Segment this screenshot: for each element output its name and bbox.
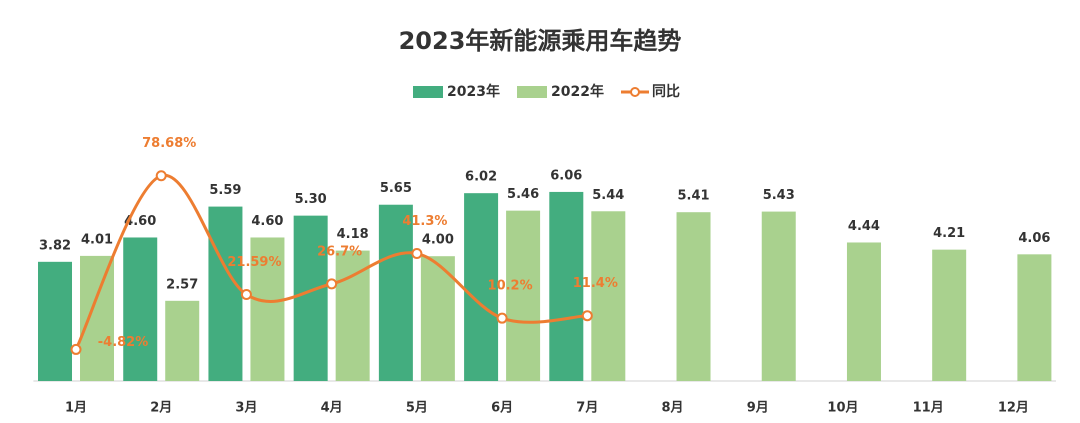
- legend-label: 同比: [652, 83, 680, 100]
- bar-value-label: 4.21: [933, 226, 965, 241]
- bar-value-label: 5.30: [295, 192, 327, 207]
- line: [74, 174, 588, 351]
- x-tick-label: 12月: [998, 401, 1029, 416]
- line-marker: [581, 310, 593, 322]
- bar: [591, 211, 626, 381]
- bar-value-label: 3.82: [39, 238, 71, 253]
- line-marker: [326, 278, 338, 290]
- x-tick-label: 10月: [827, 401, 858, 416]
- line-marker: [240, 288, 252, 300]
- bar-value-label: 6.02: [465, 170, 497, 185]
- legend-marker: [630, 87, 640, 97]
- bar: [549, 191, 584, 381]
- bar-value-label: 4.60: [124, 214, 156, 229]
- bar: [378, 204, 413, 381]
- legend-label: 2023年: [447, 83, 500, 100]
- line-value-label: -4.82%: [98, 335, 149, 350]
- legend-label: 2022年: [551, 83, 604, 100]
- line-value-label: 78.68%: [142, 136, 196, 151]
- bar: [1017, 254, 1052, 381]
- bar: [932, 249, 967, 381]
- bar: [80, 255, 115, 381]
- line-value-label: 11.4%: [573, 276, 618, 291]
- bar-value-label: 5.41: [677, 189, 709, 204]
- bar-value-label: 4.00: [422, 233, 454, 248]
- bar: [250, 237, 285, 381]
- bar-value-label: 4.18: [337, 227, 369, 242]
- line-value-label: 26.7%: [317, 244, 362, 259]
- x-tick-label: 3月: [235, 401, 257, 416]
- bar: [293, 215, 328, 381]
- bar: [335, 250, 370, 381]
- bar-value-label: 5.46: [507, 187, 539, 202]
- bar: [846, 242, 881, 381]
- bar: [123, 237, 158, 381]
- bar-value-label: 6.06: [550, 168, 582, 183]
- bar-value-label: 4.01: [81, 232, 113, 247]
- bar: [165, 300, 200, 381]
- legend-swatch: [413, 86, 443, 98]
- bar-value-label: 4.60: [251, 214, 283, 229]
- legend: 2023年 2022年 同比: [413, 83, 680, 100]
- bar: [38, 261, 73, 381]
- x-tick-label: 11月: [913, 401, 944, 416]
- x-tick-label: 9月: [747, 401, 769, 416]
- bar-value-label: 5.43: [763, 188, 795, 203]
- x-tick-label: 7月: [576, 401, 598, 416]
- line-value-label: 10.2%: [488, 279, 533, 294]
- x-tick-label: 8月: [662, 401, 684, 416]
- bar-value-label: 2.57: [166, 277, 198, 292]
- line-marker: [70, 343, 82, 355]
- bar: [506, 210, 541, 381]
- bar-value-label: 5.59: [209, 183, 241, 198]
- line-marker: [155, 170, 167, 182]
- bar-value-label: 4.06: [1018, 231, 1050, 246]
- x-tick-label: 6月: [491, 401, 513, 416]
- bar: [464, 193, 499, 381]
- x-tick-label: 4月: [321, 401, 343, 416]
- chart-title: 2023年新能源乘用车趋势: [399, 27, 682, 55]
- line-value-label: 41.3%: [402, 214, 447, 229]
- line-marker: [411, 247, 423, 259]
- line-value-label: 21.59%: [227, 255, 281, 270]
- x-tick-label: 1月: [65, 401, 87, 416]
- line-marker: [496, 312, 508, 324]
- x-tick-label: 5月: [406, 401, 428, 416]
- x-tick-label: 2月: [150, 401, 172, 416]
- bar: [676, 212, 711, 381]
- bar-value-label: 4.44: [848, 219, 880, 234]
- bar: [420, 256, 455, 381]
- bar: [761, 211, 796, 381]
- bar-value-label: 5.65: [380, 181, 412, 196]
- bar-value-label: 5.44: [592, 188, 624, 203]
- legend-swatch: [517, 86, 547, 98]
- bar: [208, 206, 243, 381]
